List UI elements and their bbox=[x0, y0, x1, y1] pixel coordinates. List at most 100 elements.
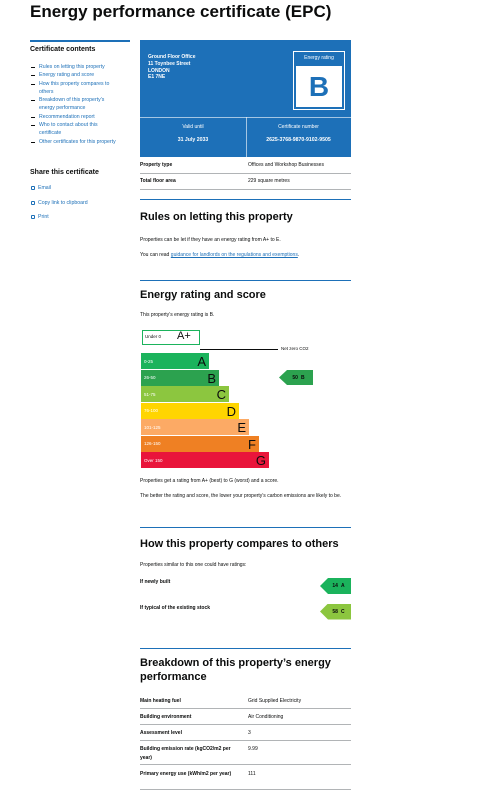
breakdown-value: Air Conditioning bbox=[248, 714, 284, 720]
band-range: Under 0 bbox=[145, 334, 162, 339]
section-heading: Energy rating and score bbox=[140, 289, 266, 301]
section-heading: Rules on letting this property bbox=[140, 211, 293, 223]
row-separator bbox=[140, 173, 351, 174]
summary-divider bbox=[246, 117, 247, 157]
share-link[interactable]: Copy link to clipboard bbox=[38, 199, 88, 206]
property-value: 229 square metres bbox=[248, 178, 290, 184]
compare-label: If newly built bbox=[140, 579, 171, 585]
property-label: Property type bbox=[140, 162, 173, 168]
band-range: Over 150 bbox=[144, 457, 163, 463]
share-icon bbox=[31, 215, 35, 219]
contents-list: Rules on letting this property Energy rat… bbox=[30, 63, 120, 146]
certificate-number: 2625-3768-9870-9102-9505 bbox=[266, 137, 331, 143]
band-range: 26-50 bbox=[144, 375, 156, 380]
current-band: B bbox=[300, 374, 305, 381]
rating-letter-box: B bbox=[296, 66, 342, 107]
row-separator bbox=[140, 764, 351, 765]
compare-band: A bbox=[340, 583, 345, 589]
section-heading: How this property compares to others bbox=[140, 538, 339, 550]
breakdown-label: Primary energy use (kWh/m2 per year) bbox=[140, 771, 232, 777]
contents-heading: Certificate contents bbox=[30, 46, 96, 53]
share-heading: Share this certificate bbox=[30, 169, 99, 176]
contents-link[interactable]: Other certificates for this property bbox=[30, 138, 120, 146]
band-letter: D bbox=[226, 403, 236, 419]
row-separator bbox=[140, 708, 351, 709]
compare-band: C bbox=[340, 608, 345, 615]
contents-link[interactable]: Rules on letting this property bbox=[30, 63, 120, 71]
contents-link[interactable]: Who to contact about this certificate bbox=[30, 121, 120, 138]
guidance-link[interactable]: guidance for landlords on the regulation… bbox=[170, 252, 298, 258]
guidance-prefix: You can read bbox=[140, 252, 170, 258]
address-line: 11 Toynbee Street bbox=[148, 60, 191, 67]
contents-link[interactable]: Breakdown of this property’s energy perf… bbox=[30, 96, 120, 113]
breakdown-value: 3 bbox=[248, 730, 251, 736]
band-letter: F bbox=[248, 436, 256, 452]
rating-note: Properties get a rating from A+ (best) t… bbox=[140, 478, 279, 484]
rating-band: 51-75 C bbox=[141, 386, 229, 402]
section-heading: Breakdown of this property’s energy perf… bbox=[140, 657, 331, 683]
share-link[interactable]: Print bbox=[38, 214, 49, 220]
guidance-text: You can read guidance for landlords on th… bbox=[140, 252, 299, 258]
compare-arrow: 14 A bbox=[320, 578, 351, 594]
row-separator bbox=[140, 740, 351, 741]
rating-note: The better the rating and score, the low… bbox=[140, 493, 342, 499]
row-separator bbox=[140, 789, 351, 790]
band-letter: C bbox=[216, 387, 226, 402]
band-letter: G bbox=[255, 453, 266, 468]
compare-score: 14 bbox=[332, 583, 338, 589]
breakdown-value: 111 bbox=[248, 771, 256, 777]
band-letter: B bbox=[207, 370, 216, 386]
band-range: 51-75 bbox=[144, 391, 156, 397]
band-letter: E bbox=[237, 420, 246, 435]
rating-band: 26-50 B bbox=[141, 369, 219, 386]
band-range: 76-100 bbox=[144, 408, 159, 413]
row-separator bbox=[140, 189, 351, 190]
breakdown-label: Assessment level bbox=[140, 730, 182, 736]
net-zero-label: Net zero CO2 bbox=[281, 346, 309, 351]
rating-label: Energy rating bbox=[304, 55, 334, 61]
breakdown-value: Grid Supplied Electricity bbox=[248, 698, 302, 704]
section-rule bbox=[140, 199, 351, 200]
contents-link[interactable]: Recommendation report bbox=[30, 113, 120, 121]
compare-intro: Properties similar to this one could hav… bbox=[140, 562, 247, 568]
contents-link[interactable]: Energy rating and score bbox=[30, 71, 120, 79]
band-range: 126-150 bbox=[144, 441, 161, 446]
page-title: Energy performance certificate (EPC) bbox=[30, 2, 332, 21]
rating-band: 126-150 F bbox=[141, 435, 259, 452]
share-icon bbox=[31, 200, 35, 205]
share-link[interactable]: Email bbox=[38, 185, 51, 191]
current-rating-arrow: 50 B bbox=[279, 370, 313, 385]
address-line: E1 7NE bbox=[148, 74, 166, 81]
compare-label: If typical of the existing stock bbox=[140, 604, 211, 611]
section-rule bbox=[140, 527, 351, 528]
summary-divider bbox=[140, 117, 351, 118]
rating-letter: B bbox=[308, 70, 330, 102]
band-letter: A+ bbox=[177, 330, 191, 342]
rating-band: 76-100 D bbox=[141, 402, 239, 419]
breakdown-label: Building environment bbox=[140, 714, 192, 720]
rating-intro: This property’s energy rating is B. bbox=[140, 312, 215, 318]
section-rule bbox=[140, 648, 351, 649]
net-zero-line bbox=[200, 349, 278, 350]
section-rule bbox=[140, 280, 351, 281]
rating-band: 0-25 A bbox=[141, 353, 209, 369]
rating-band: 101-125 E bbox=[141, 419, 249, 435]
current-score: 50 bbox=[292, 374, 298, 381]
contents-link[interactable]: How this property compares to others bbox=[30, 80, 120, 97]
certificate-number-label: Certificate number bbox=[278, 124, 319, 130]
row-separator bbox=[140, 724, 351, 725]
band-letter: A bbox=[197, 354, 206, 369]
compare-arrow: 58 C bbox=[320, 603, 351, 620]
valid-until: 31 July 2033 bbox=[177, 137, 209, 143]
band-range: 101-125 bbox=[144, 424, 161, 430]
breakdown-label: Main heating fuel bbox=[140, 698, 181, 704]
band-range: 0-25 bbox=[144, 358, 154, 364]
breakdown-label: Building emission rate (kgCO2/m2 per yea… bbox=[140, 746, 231, 761]
compare-score: 58 bbox=[332, 608, 338, 615]
property-label: Total floor area bbox=[140, 178, 176, 184]
rating-box bbox=[293, 51, 345, 110]
rating-band: Under 0 A+ bbox=[142, 330, 200, 345]
address-line: Ground Floor Office bbox=[148, 54, 196, 60]
letting-text: Properties can be let if they have an en… bbox=[140, 237, 281, 243]
breakdown-value: 9.99 bbox=[248, 746, 258, 752]
